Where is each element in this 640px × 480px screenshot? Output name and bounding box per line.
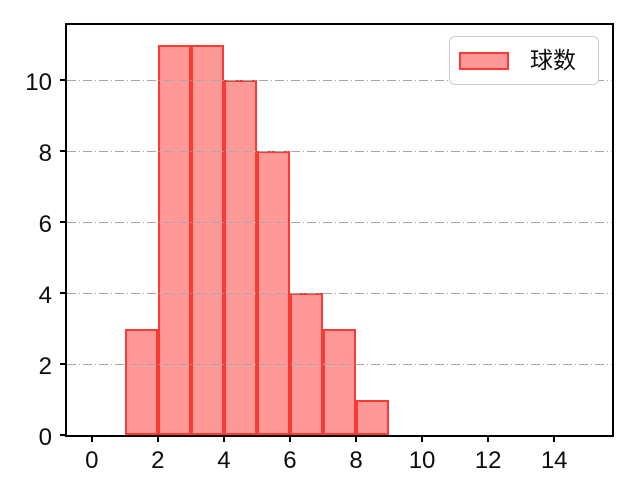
y-gridline	[67, 151, 612, 153]
y-tick-label: 6	[38, 211, 52, 238]
y-tick	[60, 150, 65, 153]
x-tick	[90, 437, 93, 442]
y-tick-label: 2	[38, 353, 52, 380]
y-tick	[60, 363, 65, 365]
y-tick-label: 0	[38, 424, 52, 451]
x-tick	[222, 437, 225, 442]
y-tick	[60, 292, 65, 294]
histogram-bar	[190, 44, 224, 435]
y-gridline	[67, 222, 612, 223]
x-tick-label: 6	[283, 447, 297, 474]
plot-area	[65, 23, 614, 437]
x-tick-label: 12	[474, 447, 502, 474]
y-tick	[60, 221, 65, 223]
y-tick-label: 8	[38, 140, 52, 168]
x-tick	[487, 437, 490, 442]
x-tick-label: 10	[408, 447, 436, 474]
y-gridline	[67, 364, 612, 365]
histogram-bar	[356, 399, 390, 435]
x-tick	[288, 437, 291, 442]
legend-label: 球数	[530, 47, 576, 73]
y-tick-label: 4	[38, 282, 52, 309]
histogram-bar	[124, 328, 158, 435]
legend: 球数	[449, 36, 599, 85]
x-tick	[156, 437, 159, 442]
legend-swatch-icon	[459, 51, 509, 70]
y-tick-label: 10	[25, 69, 52, 97]
y-gridline	[67, 293, 612, 294]
x-tick-label: 0	[85, 447, 99, 474]
x-tick-label: 8	[349, 447, 363, 474]
x-tick-label: 14	[540, 447, 568, 474]
y-gridline	[67, 80, 612, 82]
x-tick-label: 2	[151, 447, 165, 474]
x-tick-label: 4	[217, 447, 231, 474]
x-tick	[421, 437, 424, 442]
histogram-bar	[322, 328, 356, 435]
y-tick	[60, 79, 65, 82]
histogram-bar	[157, 44, 191, 435]
histogram-bar	[223, 80, 257, 435]
y-tick	[60, 434, 65, 436]
x-tick	[355, 437, 357, 442]
x-tick	[553, 437, 556, 442]
